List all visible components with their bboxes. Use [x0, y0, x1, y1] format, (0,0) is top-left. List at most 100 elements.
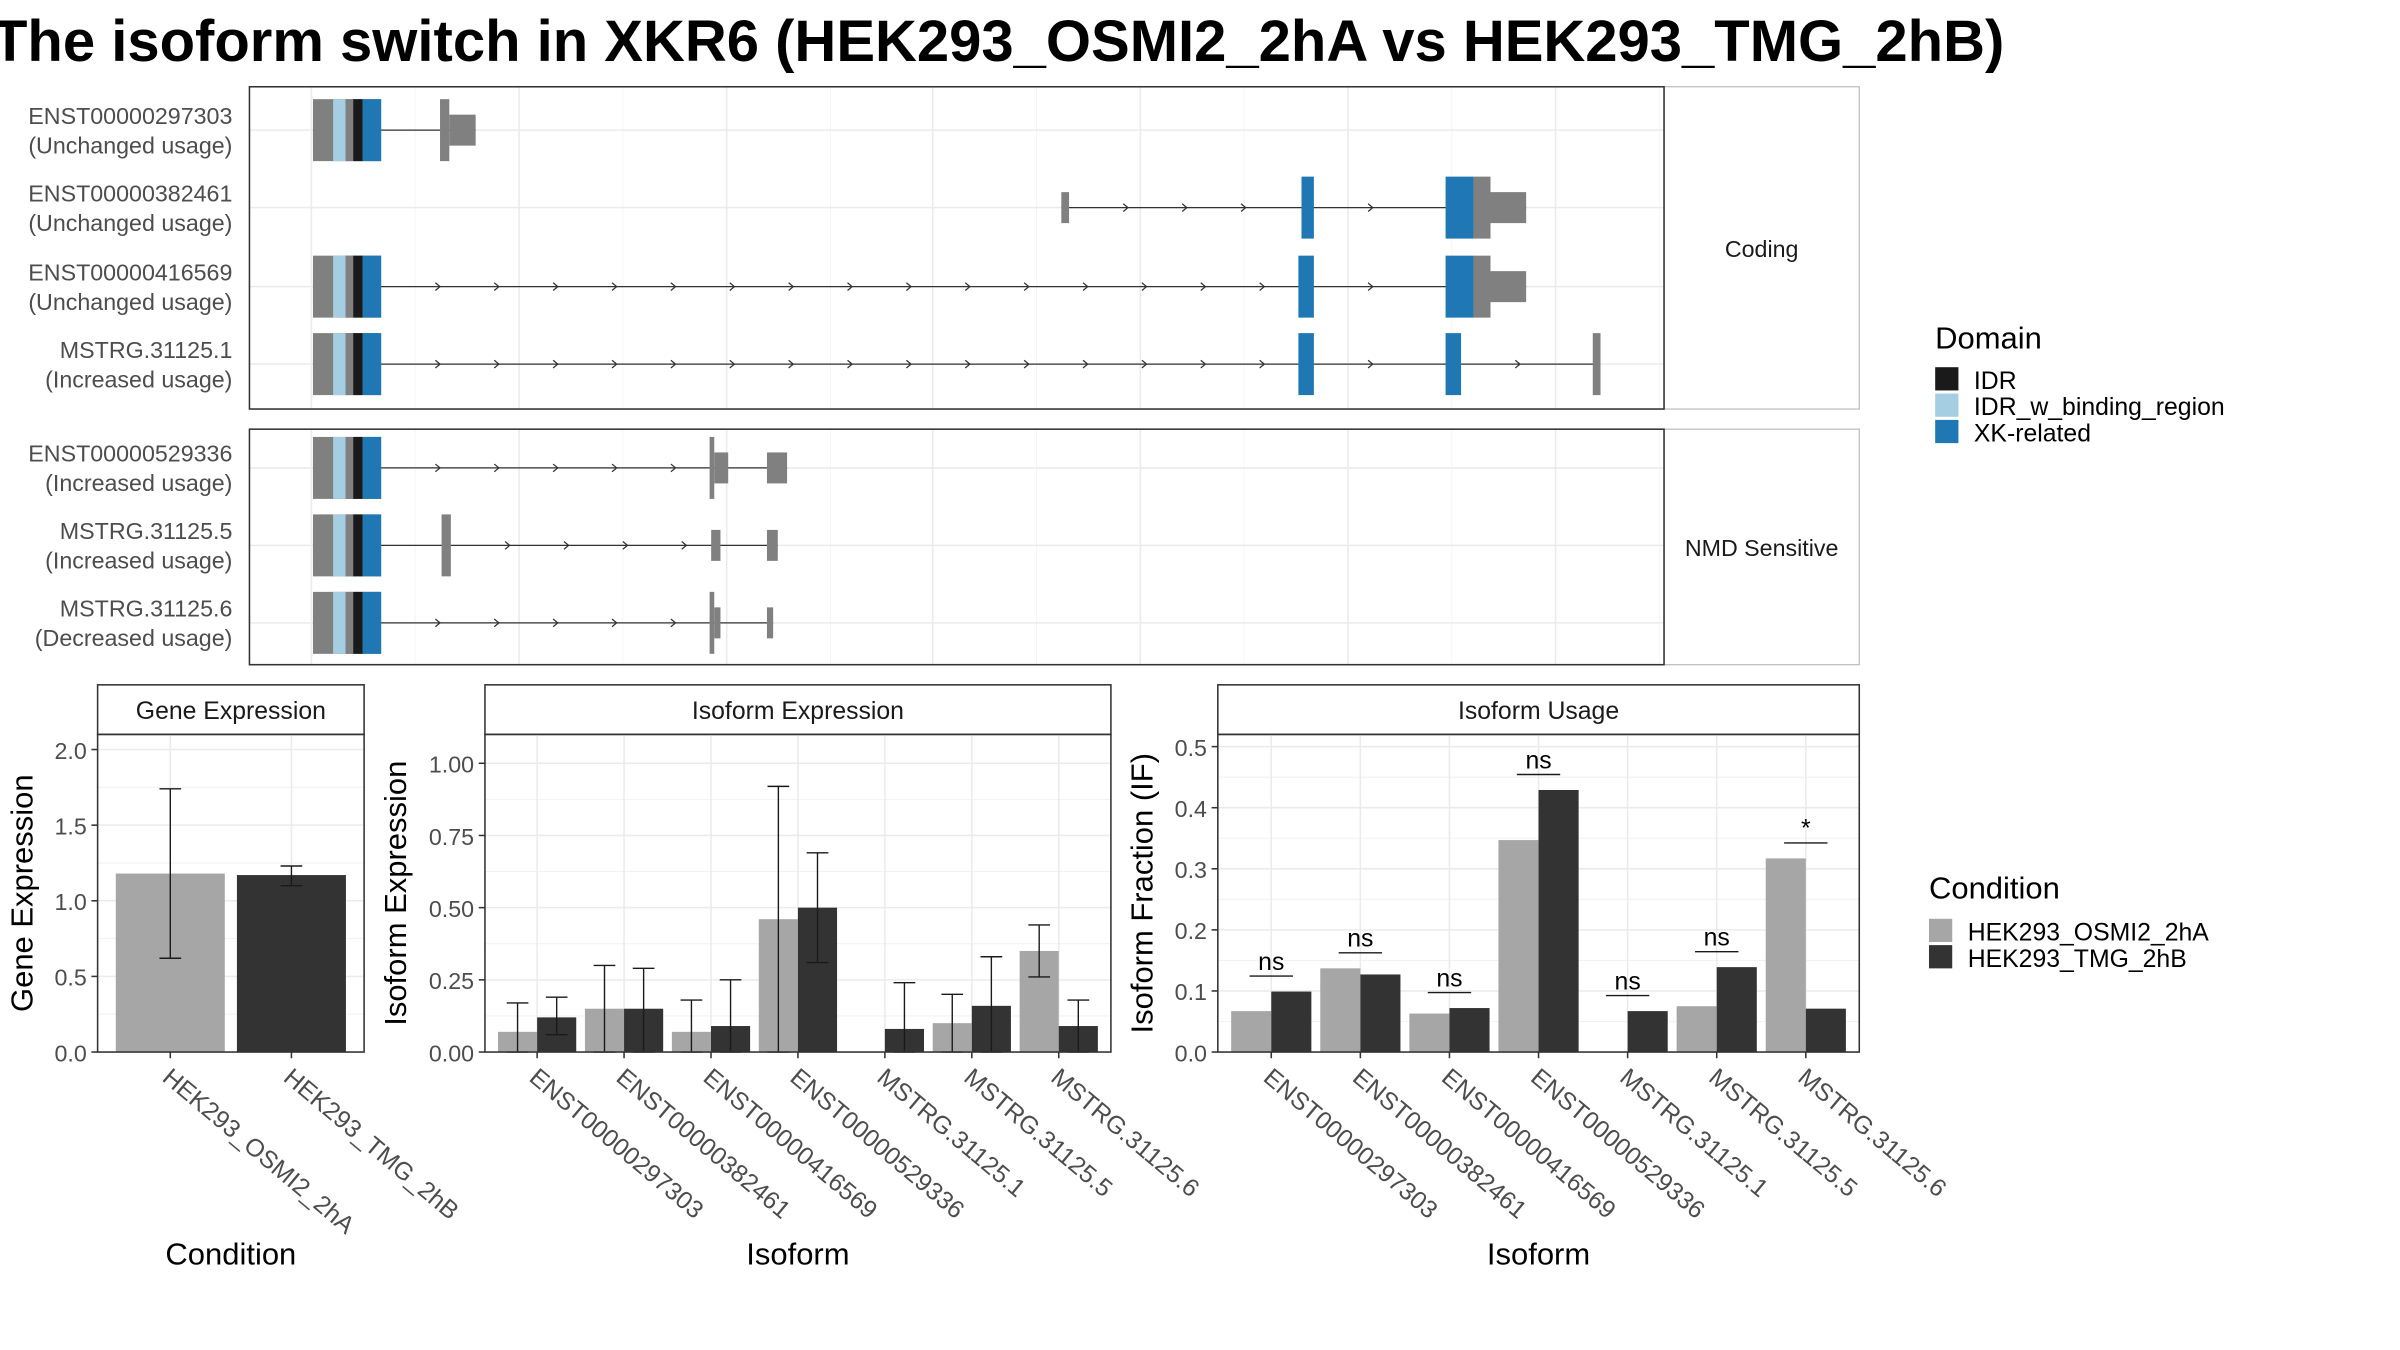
exon — [711, 529, 721, 561]
intron-arrow — [1200, 282, 1207, 291]
utr-exon — [312, 114, 334, 146]
bar — [1765, 858, 1806, 1053]
intron-arrow — [1514, 359, 1521, 369]
intron-arrow — [434, 282, 441, 291]
panel-border — [248, 85, 1665, 410]
exon — [345, 514, 354, 577]
facet-strip — [1663, 428, 1860, 666]
domain-idr-binding — [333, 436, 346, 499]
intron-arrow — [493, 282, 500, 291]
domain-idr-binding — [333, 514, 346, 577]
chart-strip-title: Isoform Usage — [1458, 698, 1619, 725]
x-tick-label: ENST00000297303 — [1258, 1064, 1442, 1225]
exon — [449, 114, 476, 146]
intron-arrow — [1200, 359, 1207, 369]
y-axis-title: Isoform Expression — [378, 761, 413, 1026]
x-tick-label: MSTRG.31125.6 — [1046, 1064, 1204, 1203]
x-tick-label: MSTRG.31125.6 — [1793, 1064, 1951, 1203]
domain-xk-related — [362, 99, 382, 162]
intron-arrow — [1082, 359, 1089, 369]
y-axis-title: Isoform Fraction (IF) — [1125, 753, 1160, 1033]
domain-idr — [353, 514, 363, 577]
intron-arrow — [1240, 203, 1247, 212]
bar — [1538, 789, 1579, 1053]
panel-border — [248, 428, 1665, 666]
utr-exon — [312, 348, 334, 380]
intron-arrow — [729, 359, 736, 369]
significance-label: ns — [1436, 965, 1462, 992]
transcript-MSTRG.31125.5: MSTRG.31125.5 (Increased usage) — [45, 514, 778, 577]
y-tick-label: 0.25 — [429, 968, 474, 994]
transcript-id-label: MSTRG.31125.1 — [60, 337, 233, 363]
intron-arrow — [552, 618, 559, 628]
y-tick-label: 0.0 — [54, 1040, 86, 1066]
transcript-usage-label: (Increased usage) — [45, 366, 232, 392]
domain-idr — [353, 255, 363, 318]
domain-idr-binding — [333, 99, 346, 162]
condition-legend-swatch — [1928, 945, 1953, 969]
chart-strip-title: Gene Expression — [136, 698, 326, 725]
condition-legend-label: HEK293_OSMI2_2hA — [1968, 919, 2210, 946]
transcript-id-label: MSTRG.31125.6 — [60, 596, 233, 622]
domain-xk-related — [362, 333, 382, 396]
intron-arrow — [504, 541, 511, 550]
exon — [345, 436, 354, 499]
transcript-ENST00000382461: ENST00000382461 (Unchanged usage) — [28, 176, 1527, 239]
exon — [1061, 192, 1070, 224]
domain-legend-title: Domain — [1935, 321, 2042, 356]
figure-title: The isoform switch in XKR6 (HEK293_OSMI2… — [0, 9, 2005, 74]
transcript-id-label: ENST00000297303 — [28, 103, 232, 129]
domain-legend-label: XK-related — [1974, 421, 2091, 448]
exon — [345, 591, 354, 654]
intron-arrow — [611, 618, 618, 628]
exon — [1298, 255, 1314, 318]
intron-arrow — [493, 618, 500, 628]
y-tick-label: 0.1 — [1175, 979, 1207, 1005]
transcript-usage-label: (Increased usage) — [45, 470, 232, 496]
x-tick-label: HEK293_OSMI2_2hA — [157, 1064, 359, 1240]
exon — [441, 514, 451, 577]
intron-arrow — [1141, 282, 1148, 291]
intron-arrow — [493, 463, 500, 473]
intron-arrow — [905, 359, 913, 369]
exon — [1473, 255, 1491, 318]
domain-legend-swatch — [1935, 419, 1959, 444]
domain-idr-binding — [333, 255, 346, 318]
intron-arrow — [622, 541, 629, 550]
intron-arrow — [434, 359, 441, 369]
facet-strip-label: NMD Sensitive — [1685, 535, 1839, 561]
intron-arrow — [1082, 282, 1089, 291]
y-tick-label: 0.5 — [54, 965, 86, 991]
exon — [1473, 176, 1491, 239]
exon — [766, 529, 778, 561]
exon — [345, 255, 354, 318]
exon — [1301, 176, 1314, 239]
intron-arrow — [611, 463, 618, 473]
significance-label: * — [1801, 816, 1811, 843]
exon — [1445, 176, 1474, 239]
domain-legend-label: IDR_w_binding_region — [1974, 394, 2225, 421]
significance-label: ns — [1258, 949, 1284, 976]
intron-arrow — [670, 618, 677, 628]
chart-strip — [1217, 684, 1861, 736]
transcript-ENST00000416569: ENST00000416569 (Unchanged usage) — [28, 255, 1527, 318]
intron-arrow — [611, 359, 618, 369]
significance-label: ns — [1615, 968, 1641, 995]
bar — [1360, 974, 1401, 1053]
chart-border — [96, 733, 365, 1053]
domain-idr-binding — [333, 591, 346, 654]
domain-xk-related — [362, 591, 382, 654]
domain-idr — [353, 591, 363, 654]
exon — [766, 607, 774, 639]
y-tick-label: 1.0 — [54, 889, 86, 915]
transcript-id-label: ENST00000382461 — [28, 180, 232, 206]
structure-panel-1: NMD Sensitive ENST00000529336 (Increased u… — [28, 428, 1860, 666]
bar — [1320, 968, 1361, 1053]
chart-border — [484, 733, 1112, 1053]
bar — [1449, 1008, 1490, 1053]
facet-strip — [1663, 86, 1860, 410]
intron-arrow — [1367, 359, 1374, 369]
y-axis-title: Gene Expression — [5, 774, 40, 1012]
